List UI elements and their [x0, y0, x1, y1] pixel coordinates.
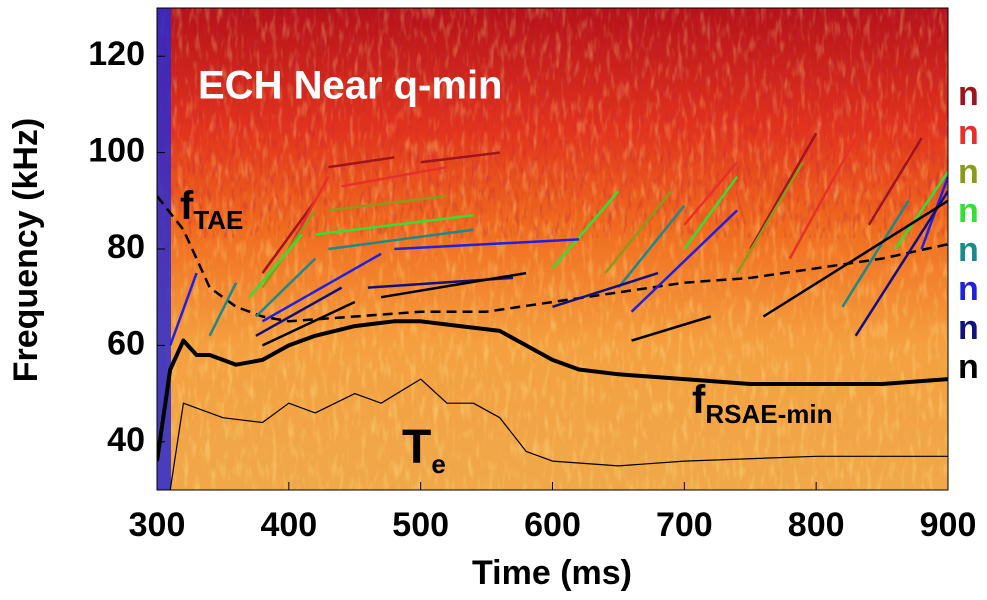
annotation-text: T	[402, 421, 431, 474]
y-tick-label: 60	[107, 324, 145, 362]
legend-entry: n	[958, 270, 979, 308]
annotation-subscript: RSAE-min	[705, 399, 832, 429]
x-tick-label: 300	[129, 506, 186, 544]
annotation: fTAE	[180, 184, 243, 235]
legend-entry: n	[958, 192, 979, 230]
mode-line	[255, 190, 948, 337]
x-tick-label: 900	[920, 506, 977, 544]
y-tick-label: 40	[107, 421, 145, 459]
annotation: fRSAE-min	[692, 378, 832, 429]
y-tick-label: 100	[88, 132, 145, 170]
annotation-subscript: TAE	[193, 205, 243, 235]
x-tick-label: 600	[524, 506, 581, 544]
legend-entry: n	[958, 309, 979, 347]
y-axis-label: Frequency (kHz)	[7, 118, 45, 383]
legend-entry: n	[958, 75, 979, 113]
annotation: ECH Near q-min	[198, 64, 503, 108]
annotation: Te	[402, 421, 446, 479]
mode-line	[261, 132, 923, 274]
mode-line	[169, 176, 948, 346]
legend-entry: n	[958, 231, 979, 269]
annotation-text: f	[180, 184, 194, 228]
y-tick-label: 80	[107, 228, 145, 266]
x-tick-label: 700	[656, 506, 713, 544]
curve	[157, 319, 948, 462]
x-tick-label: 800	[788, 506, 845, 544]
legend-entry: n	[958, 153, 979, 191]
x-tick-label: 500	[392, 506, 449, 544]
curve	[169, 378, 948, 490]
annotation-subscript: e	[431, 449, 445, 479]
plot-area	[157, 132, 948, 490]
legend-entry: n	[958, 348, 979, 386]
x-axis-label: Time (ms)	[472, 554, 632, 592]
curve	[157, 195, 948, 323]
annotation-text: f	[692, 378, 706, 422]
legend-entry: n	[958, 114, 979, 152]
y-tick-label: 120	[88, 35, 145, 73]
mode-line	[208, 200, 910, 337]
spectrogram-background	[157, 8, 948, 490]
mode-line	[261, 199, 948, 347]
x-tick-label: 400	[260, 506, 317, 544]
mode-line	[287, 137, 857, 260]
mode-line	[248, 171, 948, 299]
